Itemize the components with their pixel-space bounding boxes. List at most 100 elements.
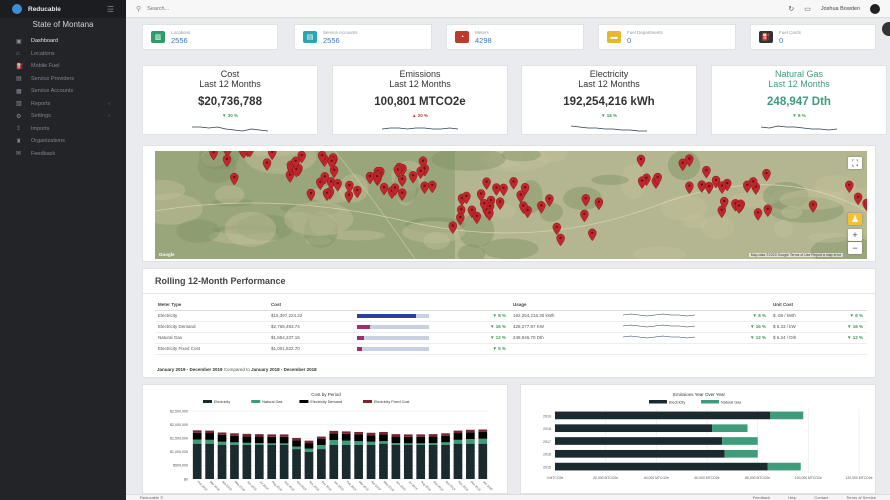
bar-segment[interactable] (267, 434, 277, 437)
bar-segment[interactable] (441, 445, 450, 479)
map-marker[interactable] (291, 156, 300, 170)
map-marker[interactable] (495, 197, 505, 210)
map-marker[interactable] (702, 165, 711, 179)
user-name[interactable]: Joshua Bowden (820, 5, 860, 12)
bar-segment[interactable] (317, 445, 326, 450)
zoom-in-button[interactable]: + (848, 229, 862, 241)
menu-toggle-icon[interactable]: ☰ (106, 4, 114, 14)
map-marker[interactable] (476, 189, 486, 202)
footer-link-terms-of-service[interactable]: Terms of Service (846, 495, 876, 500)
map-marker[interactable] (853, 192, 863, 206)
bar-segment[interactable] (428, 443, 438, 445)
map-marker[interactable] (418, 156, 428, 170)
map-marker[interactable] (697, 180, 706, 193)
locations-map[interactable]: ⛶ ♟ + − Google Map data ©2020 Google Ter… (155, 151, 867, 259)
footer-link-contact[interactable]: Contact (814, 495, 829, 500)
map-marker[interactable] (762, 168, 771, 182)
map-marker[interactable] (743, 180, 752, 194)
map-marker[interactable] (685, 181, 694, 195)
map-marker[interactable] (329, 165, 339, 179)
bar-segment[interactable] (279, 434, 289, 437)
bar-segment[interactable] (416, 445, 426, 479)
map-marker[interactable] (262, 158, 272, 171)
bar-segment[interactable] (441, 442, 450, 445)
bar-segment[interactable] (466, 443, 475, 479)
bar-segment[interactable] (267, 445, 277, 479)
bar-segment[interactable] (453, 443, 463, 479)
bar-segment[interactable] (379, 434, 388, 442)
bar-segment[interactable] (478, 438, 488, 444)
map-marker[interactable] (353, 185, 362, 199)
map-marker[interactable] (499, 183, 508, 197)
map-marker[interactable] (317, 151, 327, 164)
map-marker[interactable] (704, 181, 714, 195)
bar-segment[interactable] (712, 424, 748, 433)
map-marker[interactable] (390, 183, 400, 196)
map-marker[interactable] (717, 181, 727, 194)
bar-segment[interactable] (317, 439, 326, 445)
bar-segment[interactable] (379, 443, 388, 479)
map-marker[interactable] (685, 154, 694, 167)
bar-segment[interactable] (304, 443, 314, 449)
stat-card[interactable]: ⛽ Fuel Cards 0 (750, 24, 876, 50)
bar-segment[interactable] (217, 432, 227, 435)
map-marker[interactable] (345, 180, 354, 194)
bar-segment[interactable] (724, 449, 758, 458)
map-marker[interactable] (678, 158, 687, 172)
map-marker[interactable] (588, 228, 597, 242)
map-marker[interactable] (637, 176, 647, 189)
map-marker[interactable] (482, 177, 491, 190)
bar-segment[interactable] (341, 433, 351, 441)
map-marker[interactable] (397, 174, 407, 188)
bar-segment[interactable] (403, 443, 413, 445)
kpi-card-emissions[interactable]: Emissions Last 12 Months 100,801 MTCO2e ▲ 2… (332, 65, 508, 135)
stat-card[interactable]: ▬ Fuel Departments 0 (598, 24, 736, 50)
bar-segment[interactable] (767, 462, 801, 471)
bar-segment[interactable] (478, 443, 488, 479)
bar-segment[interactable] (555, 449, 725, 458)
bar-segment[interactable] (379, 441, 388, 444)
fullscreen-icon[interactable]: ⛶ (848, 157, 862, 169)
bar-segment[interactable] (254, 445, 264, 479)
bar-segment[interactable] (366, 441, 376, 445)
bar-segment[interactable] (292, 437, 301, 441)
stat-card[interactable]: ◔ Meters 4298 (446, 24, 584, 50)
bar-segment[interactable] (317, 449, 326, 479)
sidebar-item-feedback[interactable]: ✉ Feedback (0, 148, 126, 161)
bar-segment[interactable] (279, 436, 289, 444)
sidebar-item-dashboard[interactable]: ▣ Dashboard (0, 35, 126, 48)
map-marker[interactable] (462, 191, 471, 205)
kpi-card-electricity[interactable]: Electricity Last 12 Months 192,254,216 kWh… (521, 65, 697, 135)
map-marker[interactable] (519, 201, 528, 214)
bar-segment[interactable] (230, 435, 239, 443)
map-marker[interactable] (594, 197, 604, 211)
bar-segment[interactable] (230, 442, 239, 445)
bar-segment[interactable] (391, 434, 401, 437)
bar-segment[interactable] (403, 445, 413, 479)
bar-segment[interactable] (192, 432, 202, 440)
bar-segment[interactable] (254, 436, 264, 444)
bar-segment[interactable] (192, 443, 202, 479)
bar-segment[interactable] (254, 434, 264, 437)
bar-segment[interactable] (217, 434, 227, 442)
bar-segment[interactable] (466, 439, 475, 444)
map-marker[interactable] (492, 183, 501, 196)
map-marker[interactable] (267, 151, 277, 161)
bar-segment[interactable] (391, 445, 401, 479)
bar-segment[interactable] (329, 433, 339, 441)
kpi-card-cost[interactable]: Cost Last 12 Months $20,736,788 ▼ 30 % (142, 65, 318, 135)
legend-label[interactable]: Electricity (214, 400, 230, 404)
map-marker[interactable] (428, 180, 437, 194)
bar-segment[interactable] (304, 451, 314, 479)
map-marker[interactable] (333, 179, 342, 192)
bar-segment[interactable] (304, 440, 314, 444)
bar-segment[interactable] (770, 411, 804, 420)
street-view-icon[interactable]: ♟ (848, 213, 862, 225)
sidebar-item-organizations[interactable]: ♜ Organizations (0, 135, 126, 148)
map-marker[interactable] (420, 181, 429, 195)
map-marker[interactable] (327, 156, 336, 170)
map-marker[interactable] (408, 171, 418, 184)
map-marker[interactable] (485, 208, 494, 221)
bar-segment[interactable] (391, 436, 401, 444)
kpi-card-natural-gas[interactable]: Natural Gas Last 12 Months 248,947 Dth ▼ 9 … (711, 65, 887, 135)
